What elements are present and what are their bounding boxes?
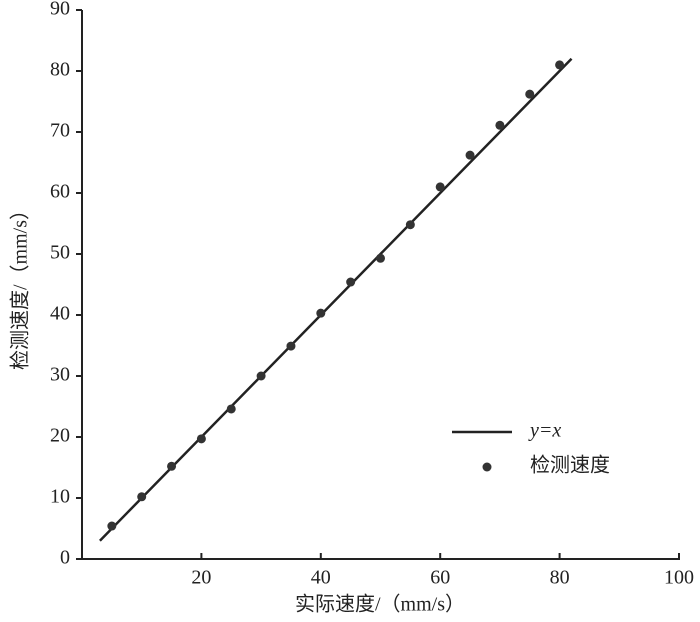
- x-tick-label: 20: [191, 567, 211, 589]
- point: [555, 60, 565, 70]
- point: [435, 182, 445, 192]
- y-tick-label: 80: [50, 59, 70, 81]
- x-tick-label: 40: [311, 567, 331, 589]
- y-axis-label: 检测速度/（mm/s）: [9, 200, 32, 370]
- point: [196, 434, 206, 444]
- point: [346, 277, 356, 287]
- y-tick-label: 40: [50, 303, 70, 325]
- point: [256, 371, 266, 381]
- y-tick-label: 50: [50, 242, 70, 264]
- x-tick-label: 80: [550, 567, 570, 589]
- point: [167, 461, 177, 471]
- point: [107, 521, 117, 531]
- point: [226, 404, 236, 414]
- point: [137, 492, 147, 502]
- y-tick-label: 0: [60, 547, 70, 569]
- point: [286, 341, 296, 351]
- x-tick-label: 60: [430, 567, 450, 589]
- x-axis-label: 实际速度/（mm/s）: [295, 593, 465, 616]
- y-tick-label: 70: [50, 120, 70, 142]
- y-tick-label: 90: [50, 0, 70, 20]
- y-tick-label: 10: [50, 486, 70, 508]
- point: [465, 150, 475, 160]
- point: [316, 308, 326, 318]
- y-tick-label: 30: [50, 364, 70, 386]
- point: [376, 253, 385, 263]
- point: [495, 120, 505, 130]
- y-tick-label: 20: [50, 425, 70, 447]
- legend-label: y=x: [528, 420, 561, 442]
- point: [525, 89, 535, 99]
- line: [99, 57, 573, 542]
- legend-marker: [482, 462, 492, 472]
- point: [405, 220, 415, 230]
- x-tick-label: 100: [664, 567, 694, 589]
- legend-label: 检测速度: [530, 454, 610, 477]
- y-tick-label: 60: [50, 181, 70, 203]
